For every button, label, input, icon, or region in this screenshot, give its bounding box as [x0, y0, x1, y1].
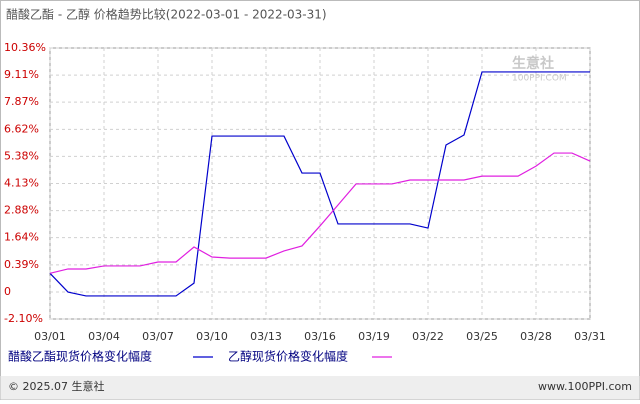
y-tick-label: 2.88% [4, 204, 39, 217]
footer-bar [0, 376, 640, 400]
y-tick-label: 4.13% [4, 177, 39, 190]
x-tick-label: 03/28 [520, 330, 552, 343]
series-line [49, 152, 591, 274]
series-line [49, 71, 590, 297]
y-tick-label: -2.10% [4, 312, 43, 325]
watermark-url: 100PPI.COM [512, 74, 567, 84]
footer-right: www.100PPI.com [538, 380, 632, 393]
x-tick-label: 03/07 [142, 330, 174, 343]
y-tick-label: 9.11% [4, 68, 39, 81]
y-tick-label: 1.64% [4, 231, 39, 244]
y-tick-label: 10.36% [4, 41, 46, 54]
y-tick-label: 0 [4, 285, 11, 298]
x-tick-label: 03/25 [466, 330, 498, 343]
chart-title: 醋酸乙酯 - 乙醇 价格趋势比较(2022-03-01 - 2022-03-31… [6, 7, 327, 22]
x-tick-label: 03/19 [358, 330, 390, 343]
x-tick-label: 03/13 [250, 330, 282, 343]
x-tick-label: 03/10 [196, 330, 228, 343]
y-tick-label: 5.38% [4, 149, 39, 162]
x-tick-label: 03/01 [34, 330, 66, 343]
x-tick-label: 03/04 [88, 330, 120, 343]
x-tick-label: 03/22 [412, 330, 444, 343]
y-tick-label: 6.62% [4, 122, 39, 135]
legend-label: 醋酸乙酯现货价格变化幅度 [8, 349, 152, 364]
x-tick-label: 03/31 [574, 330, 606, 343]
y-tick-label: 7.87% [4, 95, 39, 108]
y-tick-label: 0.39% [4, 258, 39, 271]
footer-left: © 2025.07 生意社 [8, 379, 104, 393]
legend-label: 乙醇现货价格变化幅度 [228, 349, 348, 364]
x-tick-label: 03/16 [304, 330, 336, 343]
watermark-name: 生意社 [512, 55, 554, 72]
